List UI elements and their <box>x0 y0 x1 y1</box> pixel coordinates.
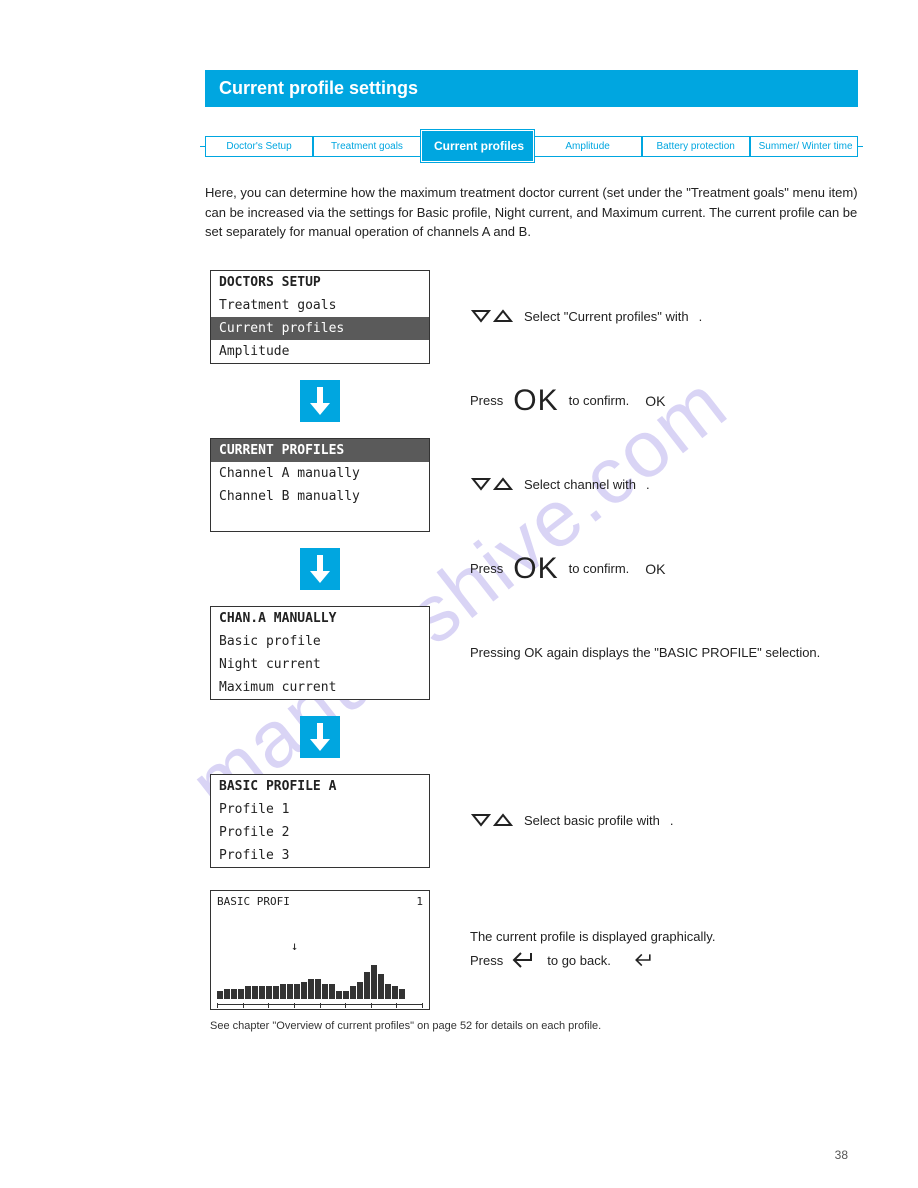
page-number: 38 <box>835 1148 848 1162</box>
breadcrumb-item[interactable]: Doctor's Setup <box>205 136 313 157</box>
page-title: Current profile settings <box>205 70 858 107</box>
breadcrumb-item[interactable]: Treatment goals <box>313 136 421 157</box>
step-text: The current profile is displayed graphic… <box>470 929 715 944</box>
screen-line: Profile 1 <box>211 798 429 821</box>
breadcrumb-item[interactable]: Amplitude <box>534 136 642 157</box>
step-text-suffix: . <box>699 309 703 324</box>
arrow-keys-icon <box>470 307 514 327</box>
arrow-down-wrap <box>210 380 430 422</box>
ok-button-label: OK <box>513 552 558 586</box>
screen-line: Basic profile <box>211 630 429 653</box>
step-row: Press OK to confirm. OK <box>210 540 858 598</box>
step-instruction: Press OK to confirm. OK <box>470 552 666 586</box>
flow-arrow-icon <box>300 716 340 758</box>
intro-text: Here, you can determine how the maximum … <box>205 183 858 242</box>
screen-line: Channel A manually <box>211 462 429 485</box>
step-text: Press <box>470 561 503 576</box>
flow-area: DOCTORS SETUP Treatment goals Current pr… <box>210 270 858 1032</box>
breadcrumb: Doctor's Setup Treatment goals Current p… <box>205 129 858 163</box>
breadcrumb-item[interactable]: Battery protection <box>642 136 750 157</box>
ok-inline: OK <box>645 393 665 409</box>
breadcrumb-boxes: Doctor's Setup Treatment goals Current p… <box>205 129 858 163</box>
screen-line-highlighted: Current profiles <box>211 317 429 340</box>
step-row: CURRENT PROFILES Channel A manually Chan… <box>210 438 858 532</box>
lcd-screen: DOCTORS SETUP Treatment goals Current pr… <box>210 270 430 364</box>
profile-selection: 1 <box>416 895 423 908</box>
step-instruction: Select channel with . <box>470 475 650 495</box>
screen-line: Amplitude <box>211 340 429 363</box>
step-text-suffix: . <box>646 477 650 492</box>
step-row <box>210 708 858 766</box>
footer-note: See chapter "Overview of current profile… <box>210 1020 858 1032</box>
flow-arrow-icon <box>300 548 340 590</box>
arrow-keys-icon <box>470 475 514 495</box>
step-instruction: Pressing OK again displays the "BASIC PR… <box>470 645 820 660</box>
step-row: Press OK to confirm. OK <box>210 372 858 430</box>
arrow-down-wrap <box>210 548 430 590</box>
screen-line: Channel B manually <box>211 485 429 508</box>
ok-inline: OK <box>645 561 665 577</box>
screen-line: BASIC PROFILE A <box>211 775 429 798</box>
step-row: DOCTORS SETUP Treatment goals Current pr… <box>210 270 858 364</box>
lcd-screen: CHAN.A MANUALLY Basic profile Night curr… <box>210 606 430 700</box>
back-icon <box>511 950 539 970</box>
screen-line: Treatment goals <box>211 294 429 317</box>
profile-title: BASIC PROFI <box>217 895 290 908</box>
screen-line: Profile 3 <box>211 844 429 867</box>
step-row: BASIC PROFILE A Profile 1 Profile 2 Prof… <box>210 774 858 868</box>
step-text: to confirm. <box>569 393 630 408</box>
screen-line: DOCTORS SETUP <box>211 271 429 294</box>
back-icon <box>633 952 657 968</box>
lcd-screen: BASIC PROFILE A Profile 1 Profile 2 Prof… <box>210 774 430 868</box>
step-text: Press <box>470 393 503 408</box>
arrow-keys-icon <box>470 811 514 831</box>
screen-line <box>211 508 429 531</box>
screen-line: CHAN.A MANUALLY <box>211 607 429 630</box>
step-text: to confirm. <box>569 561 630 576</box>
step-instruction: Select basic profile with . <box>470 811 673 831</box>
step-text: to go back. <box>547 953 611 968</box>
screen-line: Maximum current <box>211 676 429 699</box>
lcd-profile-screen: BASIC PROFI 1 ↓ <box>210 890 430 1010</box>
flow-arrow-icon <box>300 380 340 422</box>
screen-line: Night current <box>211 653 429 676</box>
breadcrumb-item[interactable]: Summer/ Winter time <box>750 136 858 157</box>
step-row: CHAN.A MANUALLY Basic profile Night curr… <box>210 606 858 700</box>
profile-marker: ↓ <box>291 939 298 953</box>
step-row: BASIC PROFI 1 ↓ The current profile is d… <box>210 890 858 1010</box>
step-text: Pressing OK again displays the "BASIC PR… <box>470 645 820 660</box>
step-instruction: Select "Current profiles" with . <box>470 307 702 327</box>
breadcrumb-item-active[interactable]: Current profiles <box>421 130 534 162</box>
screen-line-highlighted: CURRENT PROFILES <box>211 439 429 462</box>
step-text: Select channel with <box>524 477 636 492</box>
lcd-screen: CURRENT PROFILES Channel A manually Chan… <box>210 438 430 532</box>
profile-bars <box>217 963 423 999</box>
step-text: Select "Current profiles" with <box>524 309 689 324</box>
step-text-suffix: . <box>670 813 674 828</box>
profile-ticks <box>217 1003 423 1008</box>
arrow-down-wrap <box>210 716 430 758</box>
step-instruction: The current profile is displayed graphic… <box>470 929 715 970</box>
step-text: Select basic profile with <box>524 813 660 828</box>
step-instruction: Press OK to confirm. OK <box>470 384 666 418</box>
ok-button-label: OK <box>513 384 558 418</box>
screen-line: Profile 2 <box>211 821 429 844</box>
step-text: Press <box>470 953 503 968</box>
